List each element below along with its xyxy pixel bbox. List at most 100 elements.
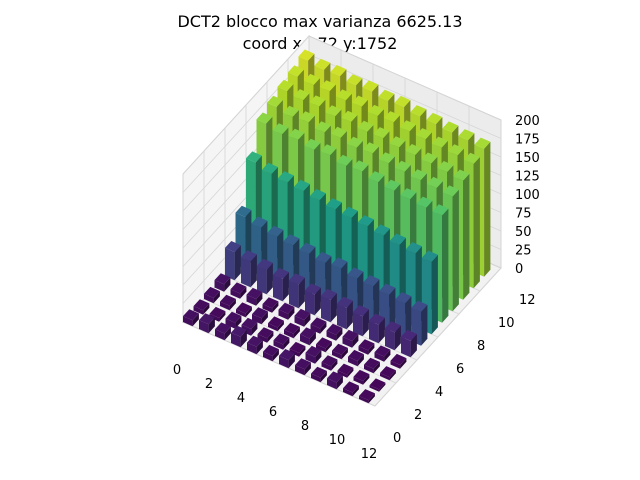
bar-top-face <box>278 171 294 183</box>
bar <box>358 339 375 355</box>
bar-top-face <box>321 355 338 367</box>
bar-front-face <box>193 306 204 315</box>
bar <box>385 321 401 351</box>
bar-top-face <box>231 325 247 337</box>
bar-side-face <box>384 349 391 362</box>
z-tick-label: 25 <box>515 244 532 259</box>
bar-top-face <box>267 95 283 107</box>
bar-side-face <box>368 343 375 355</box>
bar <box>215 322 231 341</box>
bar-top-face <box>342 329 359 341</box>
bar-top-face <box>385 321 401 333</box>
bar <box>199 313 215 334</box>
bar-side-face <box>394 325 401 351</box>
bar-front-face <box>374 352 385 362</box>
bar-side-face <box>473 157 480 289</box>
bar-side-face <box>346 300 353 330</box>
bar-side-face <box>373 361 380 374</box>
bar-side-face <box>336 327 343 341</box>
bar-top-face <box>256 112 273 124</box>
bar-top-face <box>374 345 391 357</box>
bar <box>348 349 364 367</box>
bar-side-face <box>410 334 417 358</box>
y-tick-label: 10 <box>498 316 515 331</box>
bar-top-face <box>390 233 406 245</box>
z-tick-label: 175 <box>515 133 540 148</box>
y-tick-label: 6 <box>456 362 464 377</box>
bar-top-face <box>426 112 443 124</box>
z-tick-label: 150 <box>515 151 540 166</box>
bar <box>252 307 268 325</box>
bar <box>364 357 380 374</box>
bar <box>193 299 210 315</box>
bar-top-face <box>320 144 337 156</box>
bar-top-face <box>273 267 289 279</box>
bar <box>204 286 220 304</box>
bar-top-face <box>442 121 459 133</box>
bar-front-face <box>364 364 374 374</box>
x-tick-label: 2 <box>205 377 213 392</box>
bar-top-face <box>295 358 311 370</box>
bar <box>337 296 353 330</box>
bar-top-face <box>400 120 416 132</box>
bar-side-face <box>224 326 231 341</box>
bar-top-face <box>384 179 401 191</box>
bar-top-face <box>368 171 385 183</box>
bar-top-face <box>310 317 327 329</box>
bar-front-face <box>215 329 225 341</box>
bar-top-face <box>321 288 337 300</box>
bar <box>278 302 295 320</box>
bar-top-face <box>230 282 247 294</box>
bar-front-face <box>337 303 347 330</box>
bar-top-face <box>241 317 258 329</box>
bar-side-face <box>304 362 311 376</box>
bar-side-face <box>224 277 231 292</box>
bar-top-face <box>215 322 231 334</box>
bar <box>374 345 391 362</box>
bar-top-face <box>209 306 226 318</box>
bar-side-face <box>192 313 199 327</box>
bar-top-face <box>289 341 306 353</box>
bar-top-face <box>263 344 279 356</box>
bar-side-face <box>266 262 273 295</box>
bar <box>225 241 241 281</box>
bar-front-face <box>353 312 363 337</box>
bar-top-face <box>410 105 427 117</box>
bar-side-face <box>347 367 354 378</box>
bar-side-face <box>256 292 263 306</box>
bar <box>380 366 396 381</box>
bar-front-face <box>326 330 337 341</box>
bar-top-face <box>289 273 305 285</box>
bar-front-face <box>241 257 251 288</box>
bar-top-face <box>411 169 427 181</box>
y-tick-label: 4 <box>435 385 443 400</box>
bar-top-face <box>384 111 400 123</box>
bar-top-face <box>299 242 316 254</box>
grid-line-z <box>182 35 310 175</box>
bar-top-face <box>363 142 379 154</box>
bar-front-face <box>327 378 337 390</box>
bar-top-face <box>288 128 305 140</box>
bar <box>343 381 359 397</box>
bar-top-face <box>348 349 364 361</box>
x-tick-label: 8 <box>301 419 309 434</box>
bar-side-face <box>331 359 338 371</box>
bar-side-face <box>341 347 348 360</box>
bar-side-face <box>213 291 220 304</box>
bar-top-face <box>331 126 347 138</box>
bar <box>359 389 375 404</box>
bar-front-face <box>316 344 326 353</box>
bar-top-face <box>330 65 347 77</box>
bar <box>225 311 242 329</box>
bar-top-face <box>347 267 364 279</box>
bar-top-face <box>341 110 358 122</box>
bar <box>268 316 284 332</box>
bar-side-face <box>442 208 449 323</box>
bar-side-face <box>421 304 428 346</box>
bars-group <box>183 49 491 404</box>
bar <box>263 344 279 362</box>
bar-front-face <box>305 290 315 316</box>
bar <box>289 273 305 309</box>
bar-front-face <box>257 334 268 343</box>
